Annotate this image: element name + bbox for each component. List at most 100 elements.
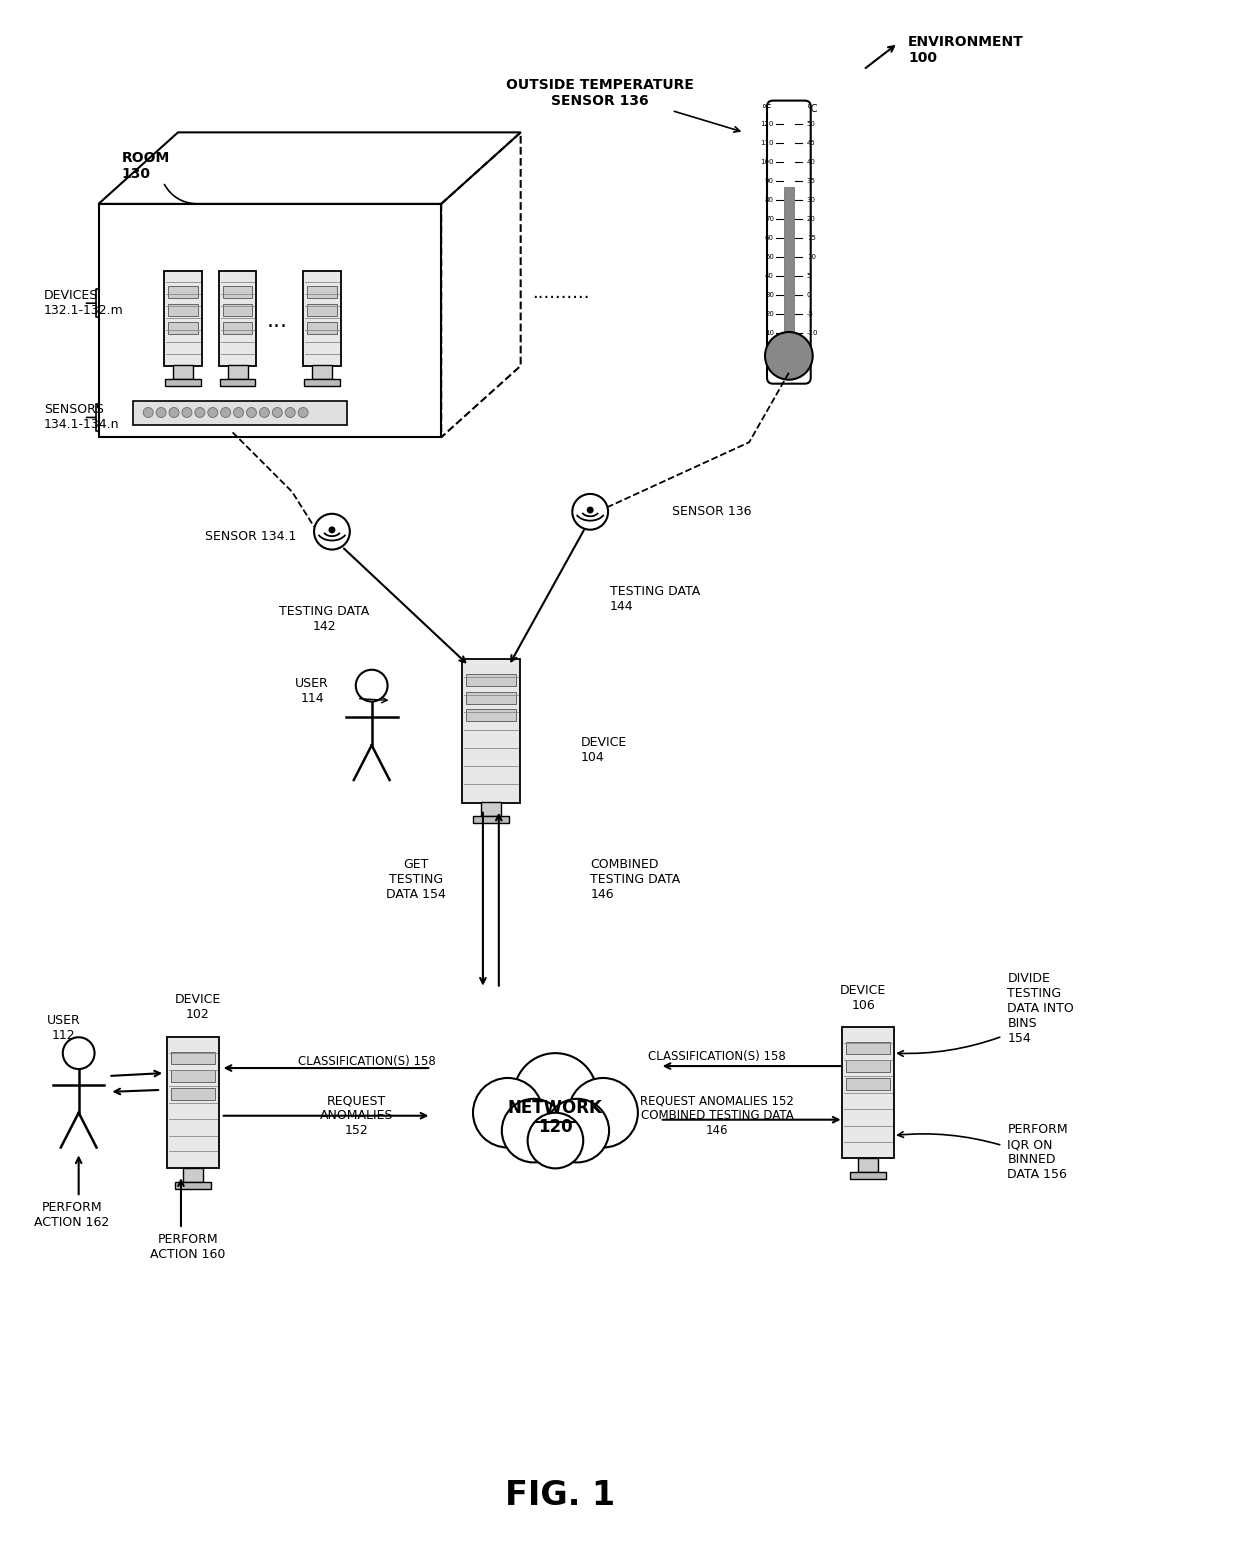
Circle shape (513, 1053, 598, 1137)
Bar (169, 304, 198, 316)
Text: SENSORS
134.1-134.n: SENSORS 134.1-134.n (43, 404, 119, 432)
Circle shape (247, 408, 257, 418)
Text: 110: 110 (760, 140, 774, 146)
Text: DEVICES
132.1-132.m: DEVICES 132.1-132.m (43, 290, 124, 318)
Circle shape (273, 408, 283, 418)
Bar (466, 673, 516, 686)
Circle shape (502, 1098, 565, 1162)
Text: USER
112: USER 112 (47, 1014, 81, 1042)
Bar (466, 692, 516, 704)
Text: ...: ... (267, 312, 288, 332)
Text: 10: 10 (765, 330, 774, 337)
Bar (466, 709, 516, 721)
FancyBboxPatch shape (463, 659, 520, 802)
FancyBboxPatch shape (218, 271, 257, 366)
Text: GET
TESTING
DATA 154: GET TESTING DATA 154 (387, 858, 446, 901)
Text: DIVIDE
TESTING
DATA INTO
BINS
154: DIVIDE TESTING DATA INTO BINS 154 (1007, 972, 1074, 1045)
Bar (223, 323, 253, 333)
Text: -10: -10 (807, 330, 818, 337)
Circle shape (546, 1098, 609, 1162)
Text: PERFORM
IQR ON
BINNED
DATA 156: PERFORM IQR ON BINNED DATA 156 (1007, 1123, 1068, 1181)
Circle shape (314, 514, 350, 550)
Circle shape (233, 408, 243, 418)
Text: 60: 60 (765, 235, 774, 241)
Text: 70: 70 (765, 217, 774, 223)
Circle shape (63, 1038, 94, 1069)
Text: ENVIRONMENT
100: ENVIRONMENT 100 (908, 34, 1024, 65)
Bar (228, 365, 248, 379)
Text: TESTING DATA
142: TESTING DATA 142 (279, 605, 370, 633)
Text: FIG. 1: FIG. 1 (506, 1479, 615, 1511)
Text: 50: 50 (807, 122, 816, 128)
Bar (133, 400, 347, 425)
Bar (308, 287, 337, 298)
Circle shape (587, 506, 594, 514)
Bar (223, 304, 253, 316)
Text: 80: 80 (765, 198, 774, 203)
Text: 100: 100 (760, 159, 774, 165)
Bar (784, 187, 794, 338)
Text: CLASSIFICATION(S) 158: CLASSIFICATION(S) 158 (649, 1050, 786, 1063)
Bar (304, 379, 340, 386)
Bar (223, 287, 253, 298)
Text: 40: 40 (807, 159, 816, 165)
Circle shape (195, 408, 205, 418)
Text: 20: 20 (807, 217, 816, 223)
Bar (481, 802, 501, 816)
Circle shape (144, 408, 154, 418)
Circle shape (298, 408, 308, 418)
Text: ..........: .......... (532, 284, 589, 302)
Bar (219, 379, 255, 386)
Bar (858, 1159, 878, 1172)
Text: °F: °F (761, 103, 773, 114)
Text: 40: 40 (765, 273, 774, 279)
Text: 120: 120 (538, 1117, 573, 1136)
Text: TESTING DATA
144: TESTING DATA 144 (610, 586, 701, 614)
Text: SENSOR 134.1: SENSOR 134.1 (205, 530, 296, 544)
Text: 15: 15 (807, 235, 816, 241)
Bar (472, 816, 508, 823)
Bar (171, 1087, 215, 1100)
Bar (171, 1052, 215, 1064)
Text: -5: -5 (807, 312, 813, 318)
Text: USER
114: USER 114 (295, 676, 329, 704)
Bar (169, 287, 198, 298)
Bar (169, 323, 198, 333)
Text: PERFORM
ACTION 160: PERFORM ACTION 160 (150, 1232, 226, 1260)
Text: DEVICE
106: DEVICE 106 (841, 983, 887, 1011)
Text: REQUEST ANOMALIES 152
COMBINED TESTING DATA
146: REQUEST ANOMALIES 152 COMBINED TESTING D… (640, 1094, 795, 1137)
Circle shape (472, 1078, 543, 1148)
Text: 90: 90 (765, 178, 774, 184)
Bar (312, 365, 332, 379)
Bar (165, 379, 201, 386)
FancyBboxPatch shape (768, 101, 811, 383)
FancyBboxPatch shape (303, 271, 341, 366)
Circle shape (221, 408, 231, 418)
Text: 20: 20 (765, 312, 774, 318)
Text: 35: 35 (807, 178, 816, 184)
Circle shape (259, 408, 269, 418)
Bar (174, 365, 193, 379)
Text: REQUEST
ANOMALIES
152: REQUEST ANOMALIES 152 (320, 1094, 393, 1137)
Bar (847, 1078, 890, 1091)
Text: 45: 45 (807, 140, 816, 146)
FancyBboxPatch shape (167, 1038, 218, 1168)
Bar (184, 1168, 203, 1183)
Circle shape (568, 1078, 637, 1148)
Circle shape (156, 408, 166, 418)
Text: OUTSIDE TEMPERATURE
SENSOR 136: OUTSIDE TEMPERATURE SENSOR 136 (506, 78, 694, 108)
Circle shape (169, 408, 179, 418)
Circle shape (182, 408, 192, 418)
Circle shape (208, 408, 218, 418)
Bar (847, 1042, 890, 1055)
Text: NETWORK: NETWORK (508, 1098, 603, 1117)
Text: °C: °C (806, 103, 817, 114)
Text: COMBINED
TESTING DATA
146: COMBINED TESTING DATA 146 (590, 858, 681, 901)
Bar (847, 1059, 890, 1072)
Text: 120: 120 (760, 122, 774, 128)
Circle shape (765, 332, 812, 380)
Circle shape (285, 408, 295, 418)
Text: DEVICE
104: DEVICE 104 (580, 737, 626, 763)
Text: PERFORM
ACTION 162: PERFORM ACTION 162 (33, 1201, 109, 1229)
Text: 50: 50 (765, 254, 774, 260)
